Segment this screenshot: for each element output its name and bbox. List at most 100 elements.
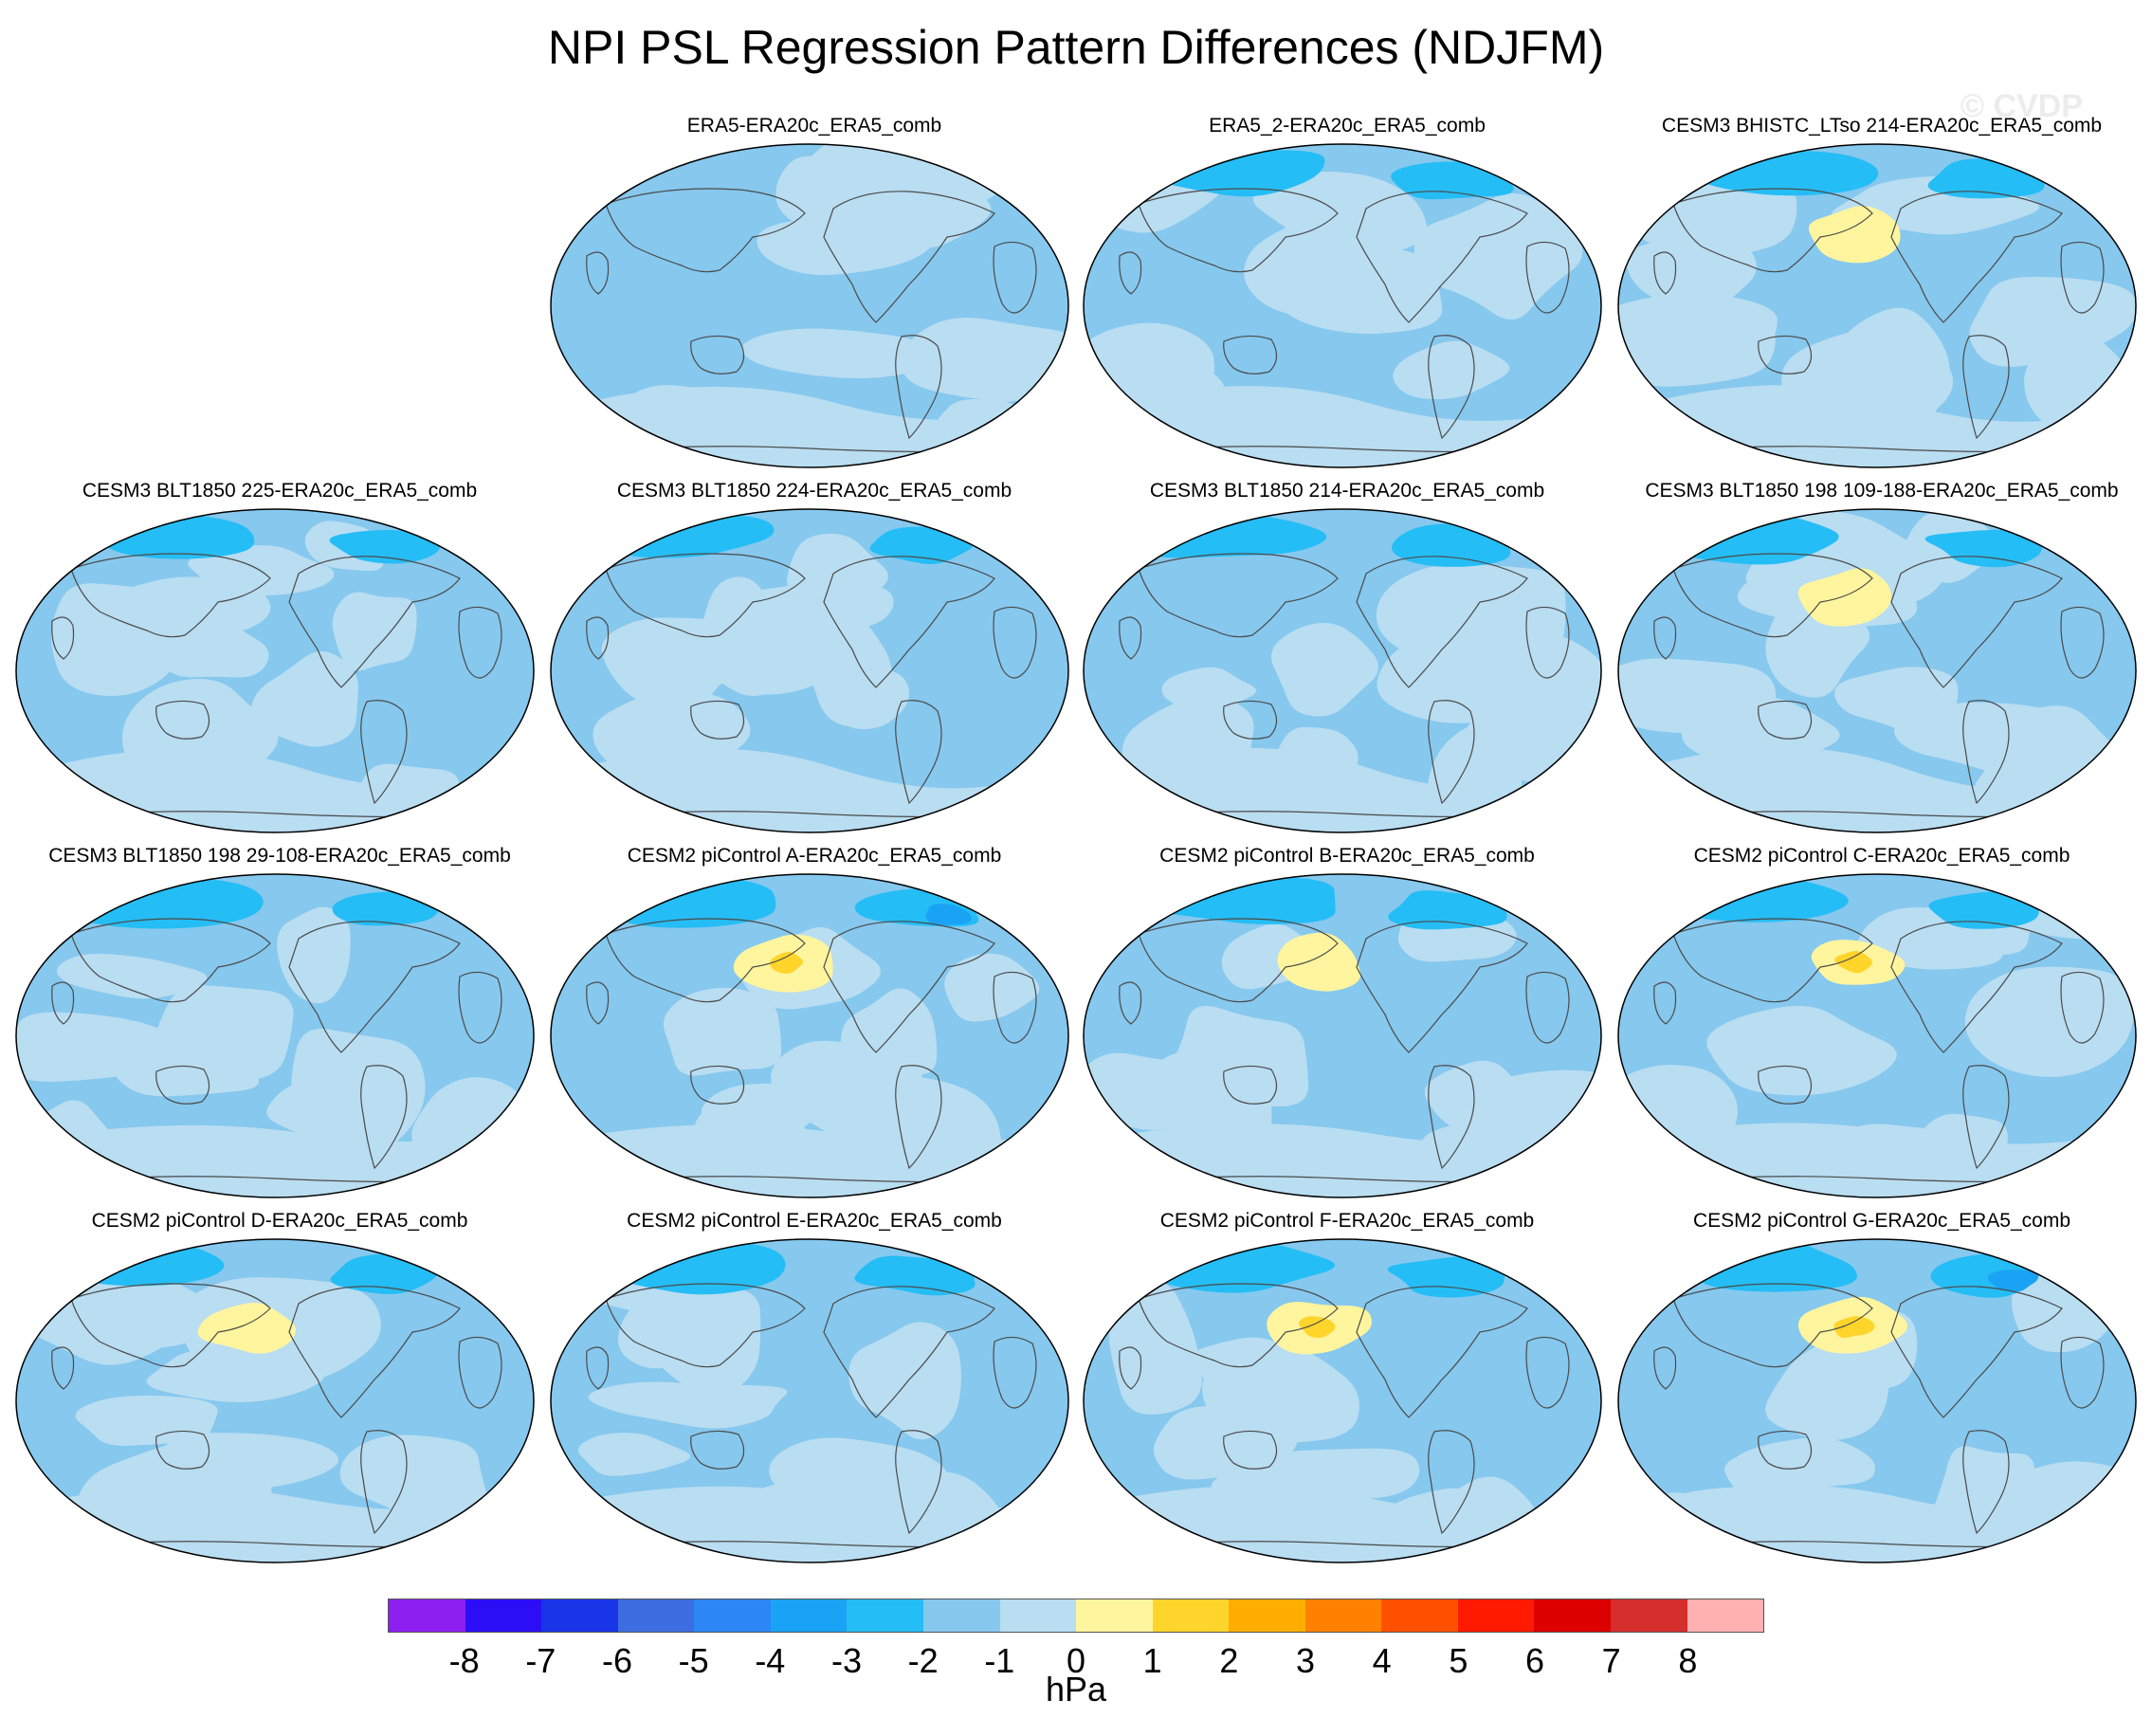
map-frame [550, 143, 1069, 468]
map-panel-title: CESM3 BLT1850 198 29-108-ERA20c_ERA5_com… [48, 845, 511, 867]
coastline [1223, 700, 1278, 740]
contour-region-positive-strong [1833, 1316, 1875, 1339]
map-panel-map [1083, 1238, 1602, 1563]
coastline [823, 556, 995, 688]
coastline [2060, 606, 2105, 679]
contour-region-positive [801, 602, 893, 727]
colorbar-tick-label: 0 [1066, 1641, 1086, 1680]
colorbar-tick-label: -1 [984, 1641, 1015, 1680]
coastline [605, 553, 806, 638]
contour-region-positive [50, 583, 185, 697]
map-panel: CESM3 BLT1850 225-ERA20c_ERA5_comb [14, 479, 545, 839]
coastline [51, 616, 75, 660]
contour-region-negative [925, 904, 972, 925]
map-panel-title: CESM3 BHISTC_LTso 214-ERA20c_ERA5_comb [1661, 115, 2103, 137]
contour-region-positive [1893, 702, 2094, 777]
colorbar-swatch [1534, 1599, 1611, 1632]
coastline [458, 1336, 502, 1409]
colorbar-swatch [1611, 1599, 1687, 1632]
contour-region-positive [75, 1395, 218, 1446]
contour-region-positive-strong [197, 1303, 297, 1354]
coastline [1890, 921, 2063, 1053]
coastline [458, 606, 502, 679]
coastline [458, 971, 502, 1044]
contour-region-negative [329, 530, 441, 564]
contour-region-positive-strong [770, 951, 804, 974]
colorbar-tick-label: -6 [601, 1641, 632, 1680]
map-panel-title: ERA5-ERA20c_ERA5_comb [686, 115, 942, 137]
map-frame [15, 873, 535, 1198]
map-panel-map [1617, 143, 2137, 468]
colorbar-tick-label: -7 [525, 1641, 556, 1680]
colorbar-tick-label: 7 [1601, 1641, 1621, 1680]
map-panel-title: CESM3 BLT1850 214-ERA20c_ERA5_comb [1149, 480, 1545, 502]
colorbar: -8 -7 -6 -5 -4 -3 -2 -1 0 1 2 3 4 5 6 7 8 [388, 1599, 1764, 1693]
coastline [993, 971, 1037, 1044]
map-panel: CESM2 piControl B-ERA20c_ERA5_comb [1082, 844, 1613, 1204]
coastline [1525, 606, 1570, 679]
map-panel: CESM3 BLT1850 224-ERA20c_ERA5_comb [549, 479, 1080, 839]
colorbar-tick-label: -8 [448, 1641, 480, 1680]
coastline [1356, 1286, 1528, 1418]
map-panel-title: CESM3 BLT1850 224-ERA20c_ERA5_comb [616, 480, 1012, 502]
contour-region-positive-strong [1298, 1316, 1336, 1338]
colorbar-swatch [465, 1599, 542, 1632]
contour-region-negative [1987, 1270, 2039, 1292]
map-panel: CESM2 piControl E-ERA20c_ERA5_comb [549, 1209, 1080, 1569]
colorbar-swatch [1304, 1599, 1382, 1632]
coastline [1758, 700, 1813, 740]
coastline [586, 251, 610, 295]
contour-region-negative [1391, 161, 1514, 200]
map-frame [15, 508, 535, 833]
colorbar-tick-label: -4 [755, 1641, 786, 1680]
map-frame [1617, 1238, 2137, 1563]
coastline [1525, 241, 1570, 314]
coastline [1119, 616, 1142, 660]
contour-region-positive [339, 1434, 487, 1525]
colorbar-tick-label: 4 [1372, 1641, 1392, 1680]
map-frame [550, 873, 1069, 1198]
coastline [605, 918, 806, 1003]
coastline [895, 335, 942, 440]
map-panel: CESM2 piControl C-ERA20c_ERA5_comb [1616, 844, 2147, 1204]
coastline [1428, 335, 1475, 440]
map-frame [15, 1238, 535, 1563]
colorbar-swatch [1152, 1599, 1230, 1632]
coastline [1758, 1430, 1813, 1470]
map-panel-map [1083, 508, 1602, 833]
coastline [1428, 700, 1475, 805]
contour-region-positive [1424, 1060, 1527, 1138]
figure-title: NPI PSL Regression Pattern Differences (… [547, 21, 1605, 74]
colorbar-swatch [847, 1599, 923, 1632]
map-panel-title: CESM2 piControl E-ERA20c_ERA5_comb [627, 1210, 1002, 1232]
map-panel: CESM3 BHISTC_LTso 214-ERA20c_ERA5_comb [1616, 114, 2147, 474]
contour-region-positive [1270, 623, 1379, 717]
coastline [1138, 918, 1339, 1003]
coastline [586, 616, 610, 660]
colorbar-tick-label: 5 [1449, 1641, 1468, 1680]
colorbar-swatch [617, 1599, 695, 1632]
map-panel-title: CESM2 piControl B-ERA20c_ERA5_comb [1159, 845, 1535, 867]
coastline [1758, 1065, 1813, 1105]
colorbar-tick-label: -5 [678, 1641, 709, 1680]
coastline [1890, 556, 2063, 688]
coastline [288, 1286, 461, 1418]
coastline [1356, 191, 1528, 323]
map-panel: CESM2 piControl D-ERA20c_ERA5_comb [14, 1209, 545, 1569]
coastline [1428, 1065, 1475, 1170]
colorbar-swatch [770, 1599, 848, 1632]
contour-region-positive [1723, 1444, 1817, 1497]
contour-region-positive [645, 644, 731, 694]
colorbar-units-label: hPa [1045, 1670, 1107, 1709]
coastline [586, 1346, 610, 1390]
map-panel-map [1083, 143, 1602, 468]
coastline [51, 1346, 75, 1390]
coastline [1138, 553, 1339, 638]
colorbar-swatches [388, 1599, 1764, 1633]
coastline [1653, 616, 1677, 660]
map-panel-title: CESM3 BLT1850 225-ERA20c_ERA5_comb [82, 480, 478, 502]
coastline [2060, 241, 2105, 314]
map-panel-map [550, 143, 1069, 468]
coastline [70, 918, 271, 1003]
map-panel: ERA5_2-ERA20c_ERA5_comb [1082, 114, 1613, 474]
